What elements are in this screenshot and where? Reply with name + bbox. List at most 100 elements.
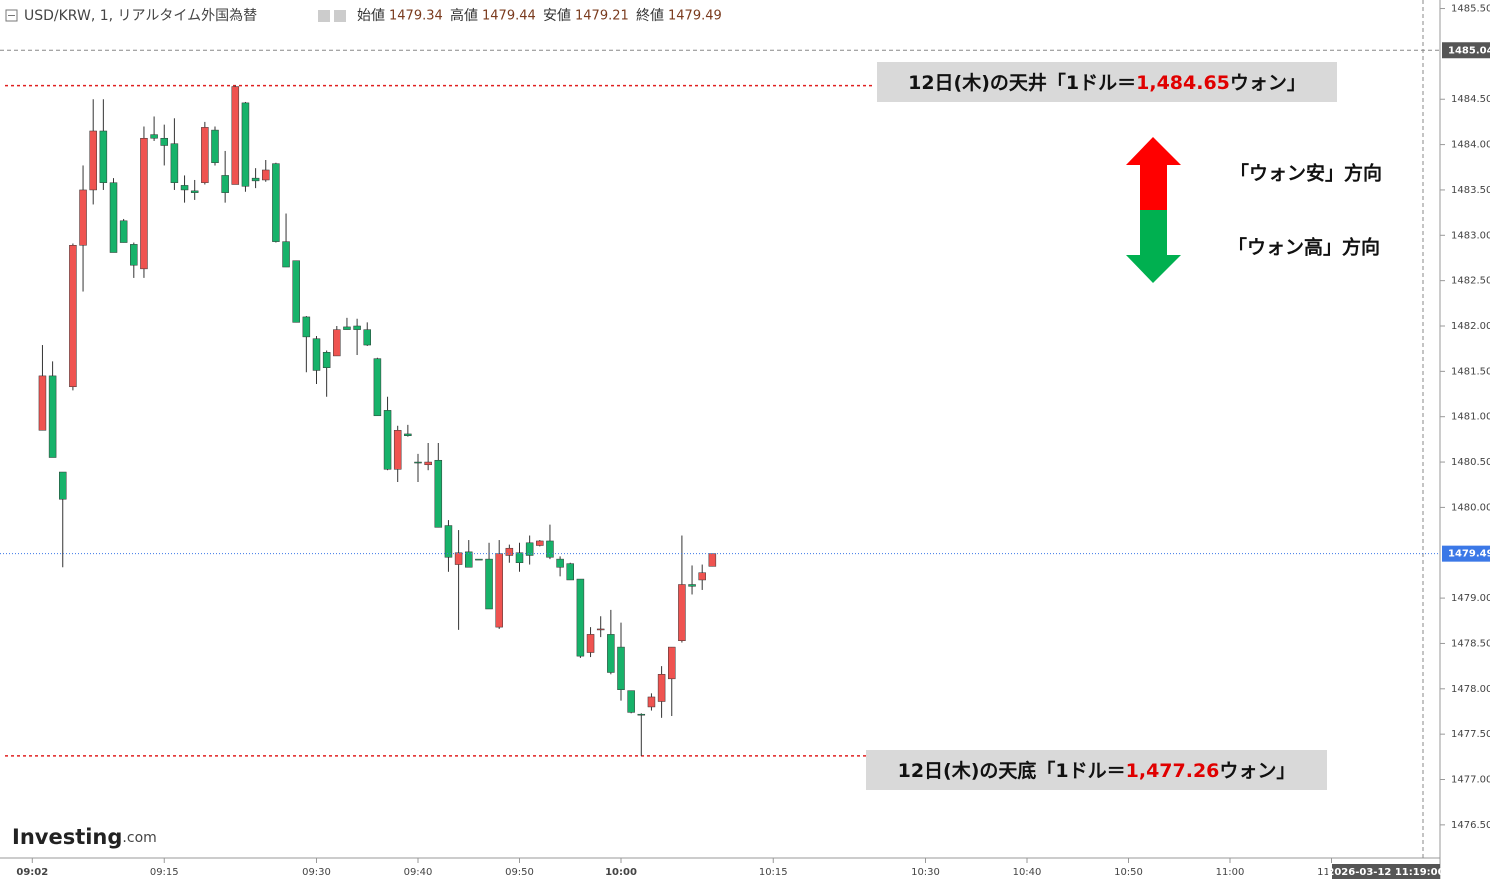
candle-body — [170, 143, 179, 183]
candle-body — [119, 220, 128, 243]
x-tick-label: 09:50 — [505, 867, 534, 878]
candle-body — [302, 316, 311, 338]
annotation-suffix: ウォン」 — [1219, 760, 1295, 782]
y-tick-label: 1481.50 — [1451, 366, 1490, 377]
annotation-text: 12日(木)の天底「1ドル＝1,477.26ウォン」 — [898, 759, 1296, 782]
candle-body — [89, 130, 97, 191]
candle-body — [109, 182, 118, 253]
candle-body — [576, 578, 585, 657]
y-tick-label: 1483.00 — [1451, 230, 1490, 241]
arrow-down — [1126, 210, 1181, 283]
candle-body — [190, 190, 199, 193]
logo: Investing.com — [12, 825, 157, 849]
logo-suffix: .com — [122, 830, 156, 846]
candle-body — [708, 553, 717, 567]
candle-body — [495, 553, 503, 628]
candle-body — [485, 558, 493, 610]
settings-icon[interactable] — [318, 10, 330, 22]
current-price-label: 1479.49 — [1448, 549, 1490, 560]
candle-body — [424, 461, 432, 466]
legend-value: 1479.21 — [575, 9, 629, 24]
x-tick-label: 11:00 — [1216, 867, 1245, 878]
y-tick-label: 1482.50 — [1451, 276, 1490, 287]
y-tick-label: 1482.00 — [1451, 321, 1490, 332]
candle-body — [292, 260, 300, 323]
annotation-suffix: ウォン」 — [1230, 72, 1306, 94]
candle-body — [59, 471, 67, 500]
candle-body — [688, 584, 696, 587]
y-tick-label: 1484.00 — [1451, 140, 1490, 151]
x-tick-label: 10:30 — [911, 867, 940, 878]
chart-title: USD/KRW, 1, リアルタイム外国為替 — [24, 8, 257, 24]
candle-body — [657, 674, 666, 702]
candle-body — [536, 540, 544, 546]
x-tick-label: 09:40 — [404, 867, 433, 878]
candle-body — [241, 102, 250, 187]
y-tick-label: 1483.50 — [1451, 185, 1490, 196]
candle-body — [140, 137, 148, 270]
y-tick-label: 1478.00 — [1451, 684, 1490, 695]
annotation-text: 12日(木)の天井「1ドル＝1,484.65ウォン」 — [908, 71, 1306, 94]
candle-body — [99, 130, 108, 183]
candle-body — [272, 163, 280, 242]
candle-body — [312, 338, 321, 371]
candle-body — [434, 459, 443, 528]
x-tick-label: 09:30 — [302, 867, 331, 878]
x-tick-label: 09:02 — [16, 867, 48, 878]
legend-label: 終値 — [636, 8, 664, 24]
x-tick-label: 10:00 — [605, 867, 637, 878]
candle-body — [282, 241, 290, 268]
candle-body — [79, 189, 87, 246]
annotation-box — [877, 62, 1337, 102]
ohlc-legend: 始値 1479.34 高値 1479.44 安値 1479.21 終値 1479.49 — [357, 7, 722, 24]
annotation-value: 1,484.65 — [1136, 72, 1230, 94]
candle-body — [465, 551, 473, 568]
candle-body — [231, 86, 240, 185]
y-tick-label: 1477.50 — [1451, 729, 1490, 740]
candle-body — [221, 175, 229, 193]
candle-body — [566, 563, 574, 581]
annotation-prefix: 12日(木)の天底「1ドル＝ — [898, 759, 1126, 782]
candle-body — [627, 690, 635, 713]
direction-label: 「ウォン安」方向 — [1230, 162, 1382, 185]
candle-body — [698, 572, 706, 581]
candle-body — [404, 433, 412, 436]
candle-body — [678, 584, 686, 641]
legend-value: 1479.49 — [668, 9, 722, 24]
logo-main: Investing — [12, 825, 122, 849]
plot — [5, 84, 875, 757]
legend-value: 1479.34 — [389, 9, 443, 24]
y-tick-label: 1480.00 — [1451, 502, 1490, 513]
collapse-icon[interactable] — [5, 9, 18, 22]
candle-body — [505, 547, 514, 556]
candle-body — [150, 134, 158, 139]
candle-body — [607, 634, 615, 673]
y-tick-label: 1481.00 — [1451, 412, 1490, 423]
arrow-up — [1126, 137, 1181, 210]
timestamp: 2026-03-12 11:19:00 — [1327, 867, 1444, 878]
candle-body — [546, 540, 554, 558]
candle-body — [130, 244, 138, 266]
timestamp-box — [1332, 864, 1440, 879]
candle-body — [596, 628, 605, 631]
y-tick-label: 1479.00 — [1451, 593, 1490, 604]
legend-value: 1479.44 — [482, 9, 536, 24]
candle-body — [251, 177, 260, 182]
candle-body — [414, 461, 422, 464]
annotation-box — [866, 750, 1327, 790]
candle-body — [211, 129, 219, 163]
settings-icon[interactable] — [334, 10, 346, 22]
y-tick-label: 1485.50 — [1451, 4, 1490, 15]
candle-body — [363, 329, 371, 346]
x-tick-label: 10:15 — [759, 867, 788, 878]
candle-body — [393, 430, 402, 470]
candle-body — [322, 352, 331, 368]
candle-body — [180, 185, 189, 191]
candle-body — [668, 646, 676, 680]
legend-label: 安値 — [543, 8, 571, 24]
candle-body — [160, 137, 168, 146]
candle-body — [38, 375, 47, 431]
candle-body — [617, 646, 625, 690]
